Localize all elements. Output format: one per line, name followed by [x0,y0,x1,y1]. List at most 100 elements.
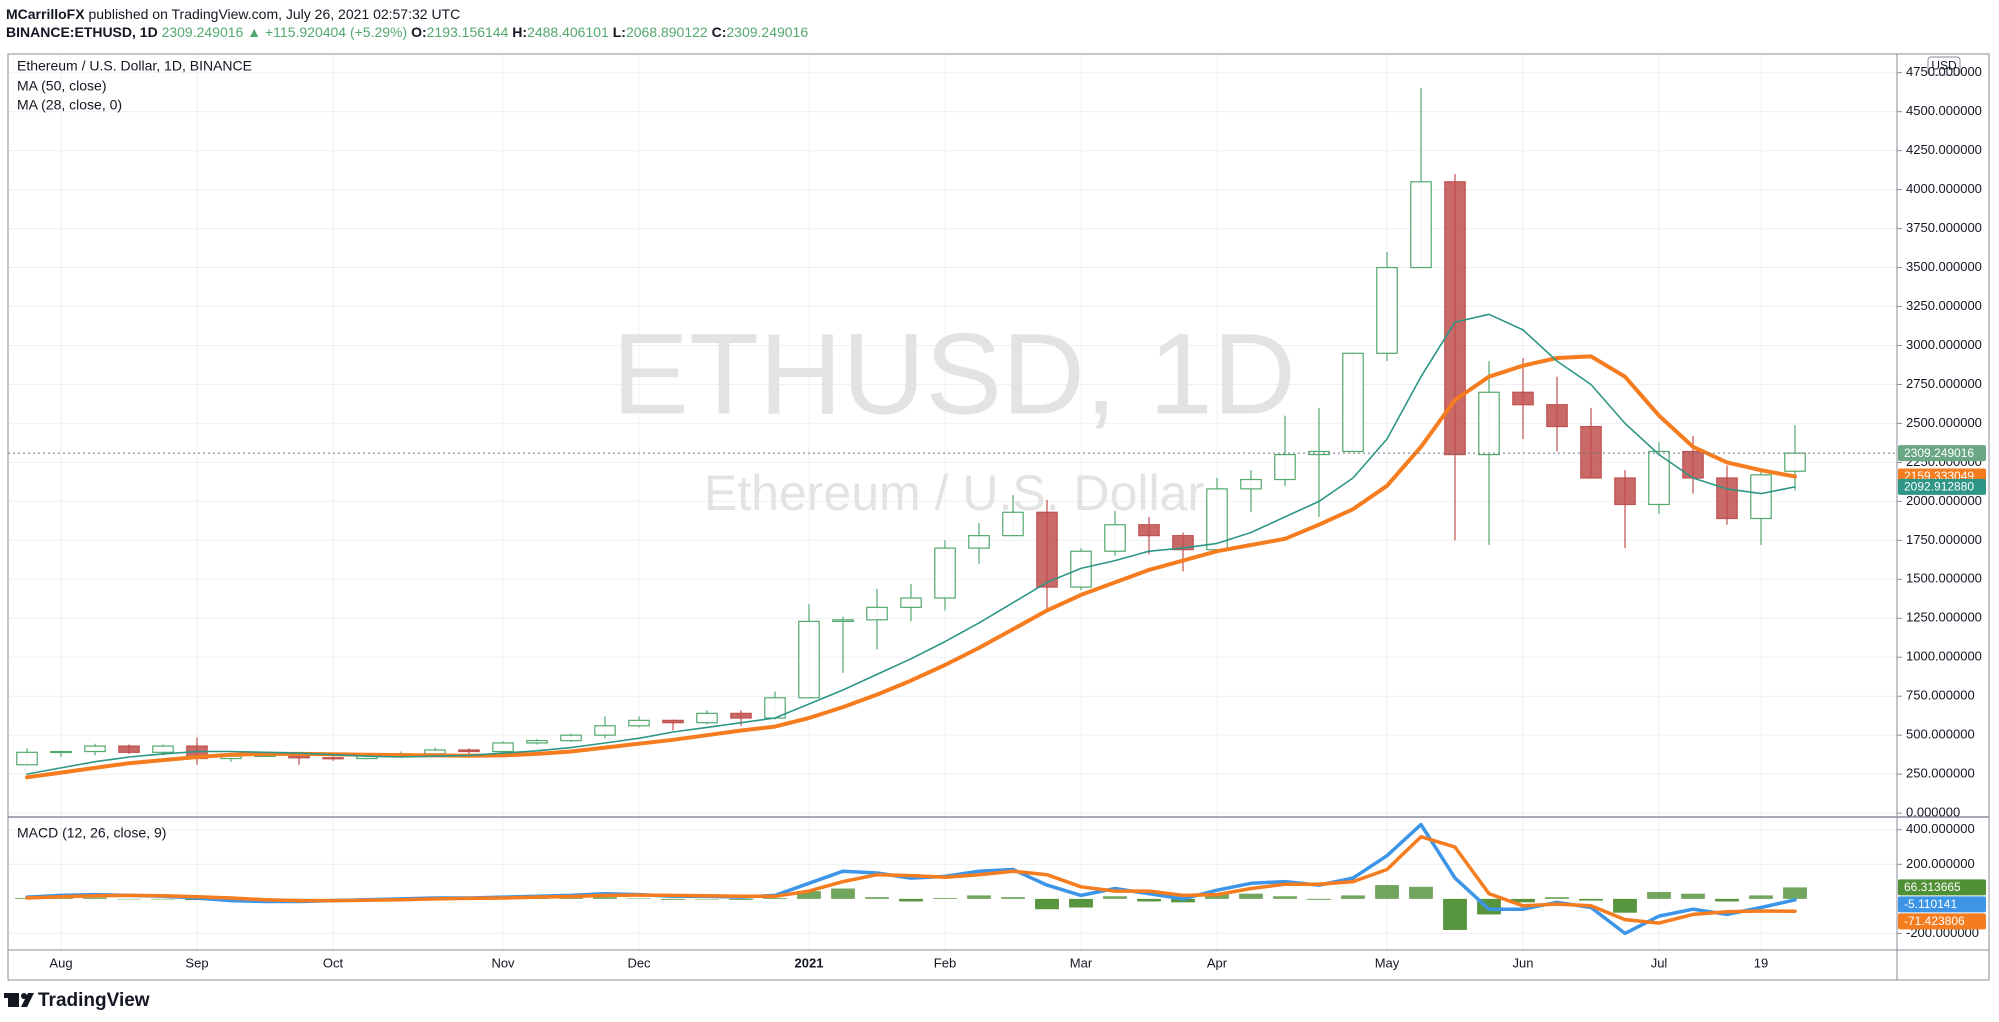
histogram-bar [933,898,957,899]
last-price: 2309.249016 [162,24,244,40]
candle-body [1512,391,1534,406]
legend-ma50: MA (50, close) [17,78,106,94]
watermark-subtitle: Ethereum / U.S. Dollar [704,465,1204,521]
histogram-bar [1273,896,1297,899]
histogram-bar [831,888,855,899]
legend-title: Ethereum / U.S. Dollar, 1D, BINANCE [17,58,252,74]
candle-body [1172,535,1194,551]
symbol: BINANCE:ETHUSD, 1D [6,24,158,40]
candle-body [1478,391,1500,456]
macd-last-badge [1898,913,1986,930]
brand-name: TradingView [38,990,150,1011]
brand-logo [4,993,34,1007]
candle-body [1342,352,1364,453]
candle-body [662,719,684,724]
histogram-bar [1681,893,1705,899]
candle-body [1546,404,1568,428]
macd-last-label: -5.110141 [1904,897,1957,911]
candle-body [900,597,922,608]
macd-last-badge [1898,879,1986,896]
candle-body [84,745,106,753]
candle-body [560,734,582,742]
chart-frame [7,53,1990,981]
legend-macd: MACD (12, 26, close, 9) [17,825,166,841]
h-label: H: [512,24,527,40]
histogram-bar [1443,898,1467,930]
candle-body [968,535,990,549]
candle-body [1138,524,1160,537]
x-tick-label: Apr [1207,955,1228,970]
histogram-bar [1341,895,1365,899]
y-tick-label: 3500.000000 [1906,259,1982,274]
o-label: O: [411,24,427,40]
histogram-bar [1001,897,1025,899]
histogram-bar [1307,898,1331,900]
candle-body [526,740,548,744]
histogram-bar [1545,897,1569,899]
candle-body [1750,474,1772,520]
y-tick-label: 0.000000 [1906,805,1960,820]
candle-body [118,745,140,753]
y-tick-label: 3750.000000 [1906,220,1982,235]
histogram-bar [1137,898,1161,902]
macd-last-label: -71.423806 [1904,914,1965,928]
histogram-bar [695,898,719,900]
candle-body [1104,524,1126,552]
y-tick-label: 4000.000000 [1906,181,1982,196]
y-tick-label: 400.000000 [1906,821,1975,836]
candle-body [798,620,820,699]
histogram-bar [1647,891,1671,899]
histogram-bar [627,898,651,899]
ma-last-label: 2092.912880 [1904,480,1974,494]
currency-badge[interactable] [1927,56,1961,76]
candle-body [628,719,650,727]
legend-ma28: MA (28, close, 0) [17,97,122,113]
candle-body [696,712,718,724]
candle-body [322,757,344,760]
x-tick-label: Oct [323,955,344,970]
y-tick-label: 200.000000 [1906,856,1975,871]
candle-body [1240,478,1262,490]
published: published on TradingView.com, July 26, 2… [88,6,460,22]
candle-body [1580,425,1602,479]
candle-body [1444,181,1466,456]
y-tick-label: 2750.000000 [1906,376,1982,391]
macd-line [25,834,1797,925]
high-value: 2488.406101 [527,24,609,40]
candle-body [458,749,480,753]
logo-part [21,993,34,1007]
candle-body [934,547,956,599]
x-tick-label: Jul [1651,955,1668,970]
y-tick-label: 1000.000000 [1906,649,1982,664]
histogram-bar [1035,898,1059,910]
y-tick-label: 4250.000000 [1906,142,1982,157]
x-tick-label: Aug [49,955,72,970]
currency-label: USD [1931,59,1957,73]
histogram-bar [729,898,753,900]
histogram-bar [1375,885,1399,899]
histogram-bar [1783,887,1807,899]
macd-last-badge [1898,896,1986,913]
x-tick-label: Dec [627,955,651,970]
candle-body [1648,450,1670,506]
x-tick-label: Feb [934,955,956,970]
x-tick-label: Sep [185,955,208,970]
y-tick-label: 4500.000000 [1906,103,1982,118]
x-tick-label: May [1375,955,1400,970]
histogram-bar [1715,898,1739,902]
open-value: 2193.156144 [427,24,509,40]
y-tick-label: 500.000000 [1906,727,1975,742]
histogram-bar [899,898,923,902]
histogram-bar [1409,886,1433,899]
l-label: L: [613,24,626,40]
histogram-bar [1069,898,1093,908]
macd-last-label: 66.313665 [1904,880,1961,894]
close-value: 2309.249016 [726,24,808,40]
y-tick-label: 250.000000 [1906,766,1975,781]
y-tick-label: 1750.000000 [1906,532,1982,547]
histogram-bar [1239,893,1263,899]
candle-body [1410,181,1432,269]
moving-average-line [26,313,1796,775]
candle-body [492,742,514,753]
